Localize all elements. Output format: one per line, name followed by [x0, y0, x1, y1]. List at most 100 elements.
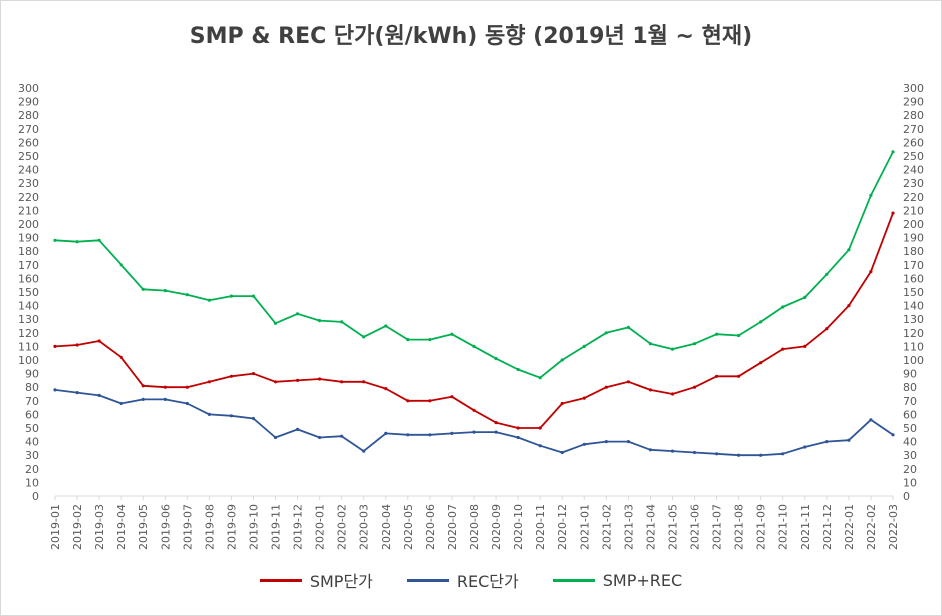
data-point: [406, 433, 410, 437]
legend-swatch: [259, 578, 302, 582]
y-tick-label-left: 130: [18, 313, 39, 326]
series-layer: [53, 150, 895, 457]
x-tick-label: 2021-06: [689, 504, 702, 550]
data-point: [119, 263, 123, 267]
y-tick-label-right: 10: [903, 476, 917, 489]
y-tick-label-right: 80: [903, 381, 917, 394]
data-point: [318, 377, 322, 381]
y-tick-label-left: 50: [25, 422, 39, 435]
legend-item: SMP+REC: [552, 568, 682, 592]
data-point: [163, 385, 167, 389]
y-tick-label-right: 0: [903, 490, 910, 503]
data-point: [207, 412, 211, 416]
data-point: [692, 450, 697, 455]
data-point: [229, 294, 233, 298]
data-point: [781, 452, 785, 456]
x-tick-label: 2019-11: [270, 504, 283, 550]
data-point: [825, 272, 829, 276]
data-point: [891, 433, 895, 437]
data-point: [803, 445, 807, 449]
data-point: [119, 401, 123, 406]
y-tick-label-right: 200: [903, 218, 924, 231]
data-point: [516, 426, 520, 430]
y-tick-label-left: 40: [25, 436, 39, 449]
data-point: [803, 295, 807, 299]
x-tick-label: 2019-08: [203, 504, 216, 550]
y-tick-label-left: 290: [18, 96, 39, 109]
x-tick-label: 2019-06: [159, 504, 172, 550]
data-point: [759, 453, 763, 457]
data-point: [869, 270, 873, 274]
y-tick-label-left: 20: [25, 463, 39, 476]
data-point: [97, 339, 101, 343]
legend-label: REC단가: [456, 572, 519, 591]
x-tick-label: 2021-12: [821, 504, 834, 550]
x-tick-label: 2019-01: [49, 504, 62, 550]
y-tick-label-left: 160: [18, 272, 39, 285]
y-tick-label-right: 180: [903, 245, 924, 258]
data-point: [207, 380, 211, 384]
x-tick-label: 2020-01: [314, 504, 327, 550]
data-point: [692, 385, 697, 389]
data-point: [163, 289, 167, 293]
x-tick-label: 2019-04: [115, 504, 128, 550]
data-point: [715, 374, 719, 378]
x-tick-label: 2022-02: [865, 504, 878, 550]
y-tick-label-right: 150: [903, 286, 924, 299]
data-point: [582, 442, 586, 446]
y-tick-label-left: 100: [18, 354, 39, 367]
data-point: [891, 150, 895, 154]
data-point: [53, 388, 57, 392]
y-tick-label-left: 190: [18, 232, 39, 245]
y-tick-label-left: 230: [18, 177, 39, 190]
x-tick-label: 2020-02: [336, 504, 349, 550]
data-point: [251, 416, 256, 421]
x-tick-label: 2020-06: [424, 504, 437, 550]
data-point: [97, 393, 101, 397]
y-tick-label-right: 210: [903, 204, 924, 217]
data-point: [538, 376, 542, 380]
data-point: [472, 430, 476, 434]
data-point: [825, 327, 829, 331]
y-tick-label-right: 240: [903, 164, 924, 177]
data-point: [450, 431, 454, 435]
legend-item: SMP단가: [259, 568, 373, 592]
data-point: [759, 320, 763, 324]
y-tick-label-left: 280: [18, 109, 39, 122]
data-point: [384, 431, 388, 435]
data-point: [185, 385, 189, 389]
data-point: [384, 324, 388, 328]
y-tick-label-left: 80: [25, 381, 39, 394]
x-tick-label: 2019-07: [181, 504, 194, 550]
data-point: [273, 435, 278, 440]
x-tick-label: 2020-09: [490, 504, 503, 550]
data-point: [715, 332, 719, 336]
y-tick-label-right: 140: [903, 300, 924, 313]
data-point: [604, 385, 608, 389]
x-tick-label: 2020-10: [512, 504, 525, 550]
data-point: [141, 287, 145, 291]
y-tick-label-left: 140: [18, 300, 39, 313]
data-point: [296, 312, 300, 316]
x-tick-label: 2019-12: [292, 504, 305, 550]
y-tick-label-right: 40: [903, 436, 917, 449]
x-tick-label: 2021-02: [600, 504, 613, 550]
data-point: [229, 414, 233, 418]
y-tick-label-left: 240: [18, 164, 39, 177]
x-tick-label: 2020-03: [358, 504, 371, 550]
x-tick-label: 2022-03: [887, 504, 900, 550]
x-tick-label: 2021-10: [777, 504, 790, 550]
x-tick-label: 2020-08: [468, 504, 481, 550]
data-point: [560, 450, 564, 455]
data-point: [75, 240, 79, 244]
x-tick-label: 2021-03: [622, 504, 635, 550]
data-point: [494, 421, 498, 425]
data-point: [163, 397, 167, 401]
x-tick-label: 2021-04: [644, 504, 657, 550]
data-point: [803, 344, 807, 348]
y-tick-label-right: 170: [903, 259, 924, 272]
y-tick-label-right: 260: [903, 136, 924, 149]
y-tick-label-left: 0: [32, 490, 39, 503]
data-point: [251, 294, 256, 298]
